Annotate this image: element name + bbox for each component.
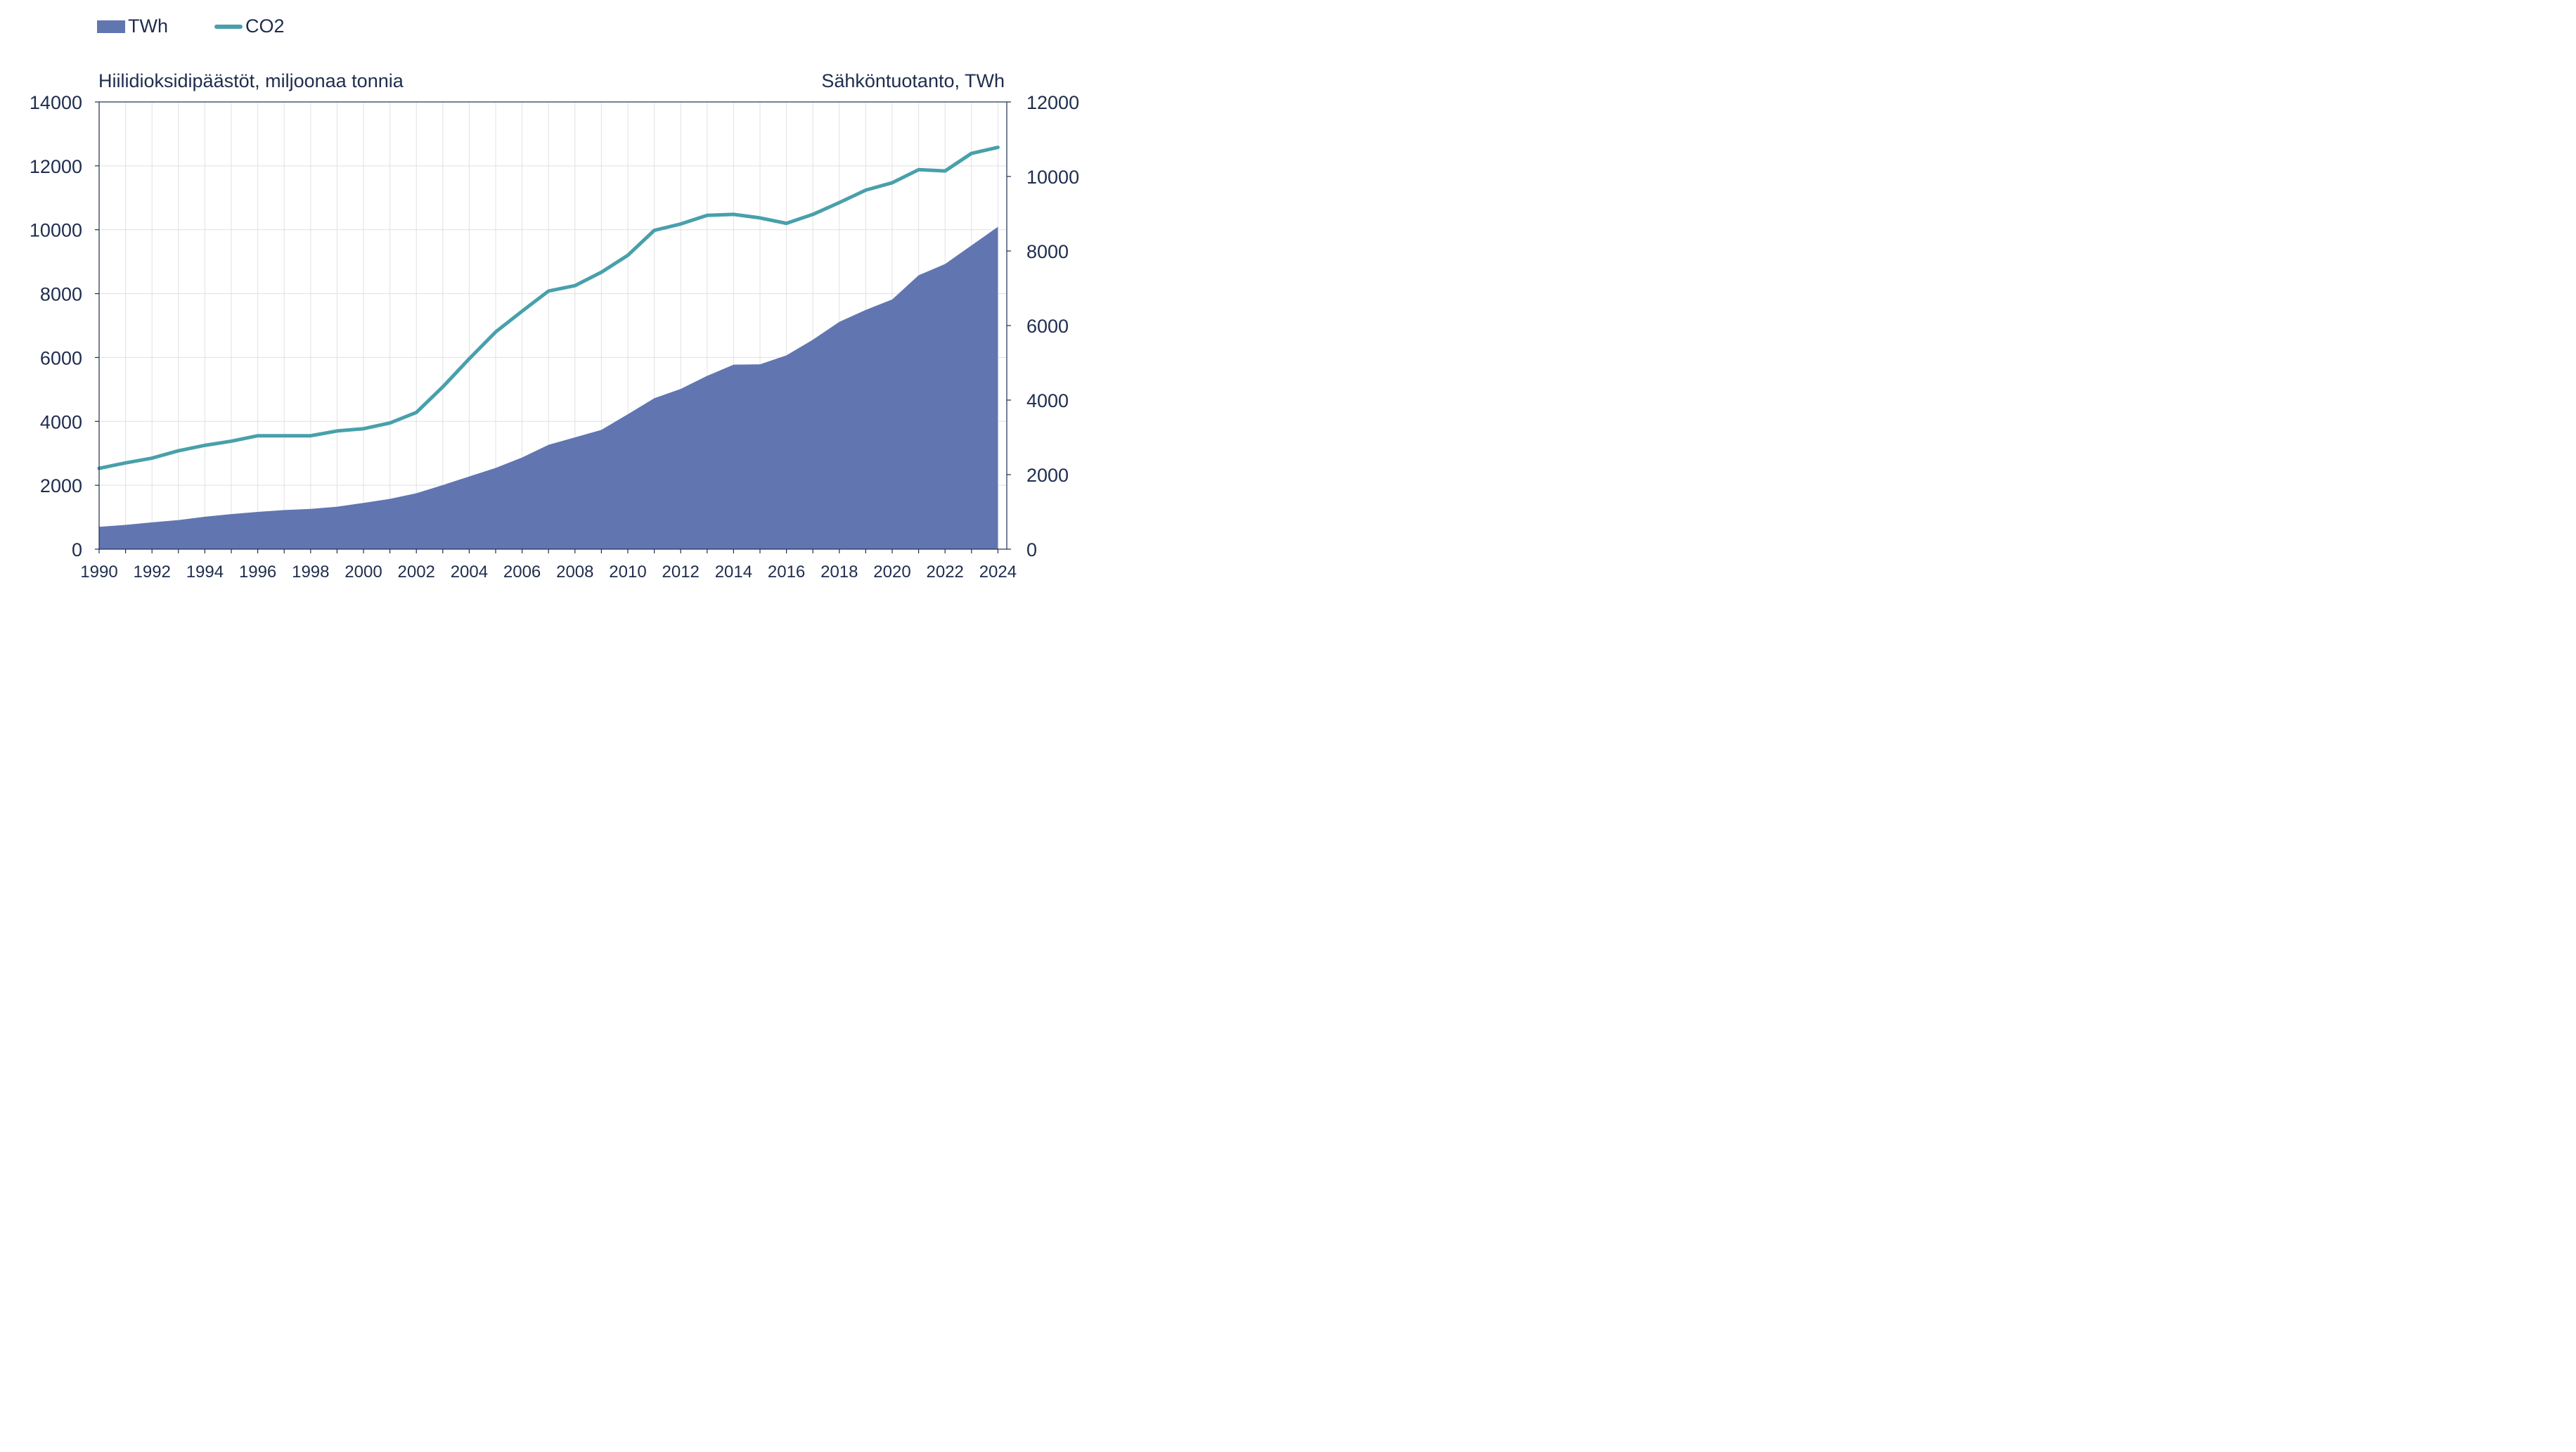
x-tick-label: 2020 xyxy=(873,563,910,582)
x-tick-label: 2024 xyxy=(979,563,1017,582)
legend-label-twh: TWh xyxy=(128,15,168,37)
right-tick-label: 8000 xyxy=(1026,241,1069,262)
x-tick-label: 2022 xyxy=(927,563,964,582)
right-tick-label: 4000 xyxy=(1026,390,1069,411)
x-tick-label: 1992 xyxy=(134,563,171,582)
x-tick-label: 2012 xyxy=(662,563,700,582)
left-axis-ticks: 0 2000 4000 6000 8000 10000 12000 14000 xyxy=(30,92,99,560)
chart: 0 2000 4000 6000 8000 10000 12000 14000 0 2000 40… xyxy=(30,92,1079,582)
left-tick-label: 6000 xyxy=(40,347,82,368)
left-tick-label: 12000 xyxy=(30,156,82,177)
legend-swatch-twh xyxy=(97,20,125,33)
left-tick-label: 4000 xyxy=(40,411,82,432)
legend: TWh CO2 xyxy=(97,15,331,37)
right-axis-title: Sähköntuotanto, TWh xyxy=(821,70,1005,91)
legend-swatch-co2 xyxy=(214,24,243,29)
right-axis-ticks: 0 2000 4000 6000 8000 10000 12000 xyxy=(1007,92,1079,560)
x-tick-label: 2016 xyxy=(768,563,805,582)
right-tick-label: 2000 xyxy=(1026,465,1069,486)
x-tick-label: 1990 xyxy=(80,563,117,582)
x-tick-label: 2018 xyxy=(820,563,858,582)
x-tick-label: 1994 xyxy=(186,563,224,582)
x-axis-ticks: 1990 1992 1994 1996 1998 2000 2002 2004 2006 2008… xyxy=(80,549,1017,582)
x-tick-label: 2000 xyxy=(344,563,382,582)
x-tick-label: 1998 xyxy=(292,563,329,582)
x-tick-label: 2010 xyxy=(609,563,646,582)
x-tick-label: 2004 xyxy=(451,563,488,582)
right-tick-label: 12000 xyxy=(1026,92,1079,113)
legend-label-co2: CO2 xyxy=(245,15,285,37)
right-tick-label: 10000 xyxy=(1026,167,1079,188)
legend-item-co2: CO2 xyxy=(214,15,285,37)
x-tick-label: 2008 xyxy=(556,563,593,582)
left-axis-title: Hiilidioksidipäästöt, miljoonaa tonnia xyxy=(98,70,404,91)
co2-line-series xyxy=(97,146,1000,470)
x-tick-label: 2006 xyxy=(503,563,541,582)
right-tick-label: 6000 xyxy=(1026,316,1069,337)
twh-area-series xyxy=(99,226,998,549)
x-tick-label: 2002 xyxy=(398,563,435,582)
x-tick-label: 2014 xyxy=(715,563,752,582)
left-tick-label: 0 xyxy=(72,539,82,560)
right-tick-label: 0 xyxy=(1026,539,1037,560)
x-tick-label: 1996 xyxy=(239,563,276,582)
left-tick-label: 10000 xyxy=(30,220,82,241)
left-tick-label: 2000 xyxy=(40,475,82,496)
twh-area xyxy=(99,226,998,549)
legend-item-twh: TWh xyxy=(97,15,168,37)
left-tick-label: 14000 xyxy=(30,92,82,113)
left-tick-label: 8000 xyxy=(40,284,82,305)
